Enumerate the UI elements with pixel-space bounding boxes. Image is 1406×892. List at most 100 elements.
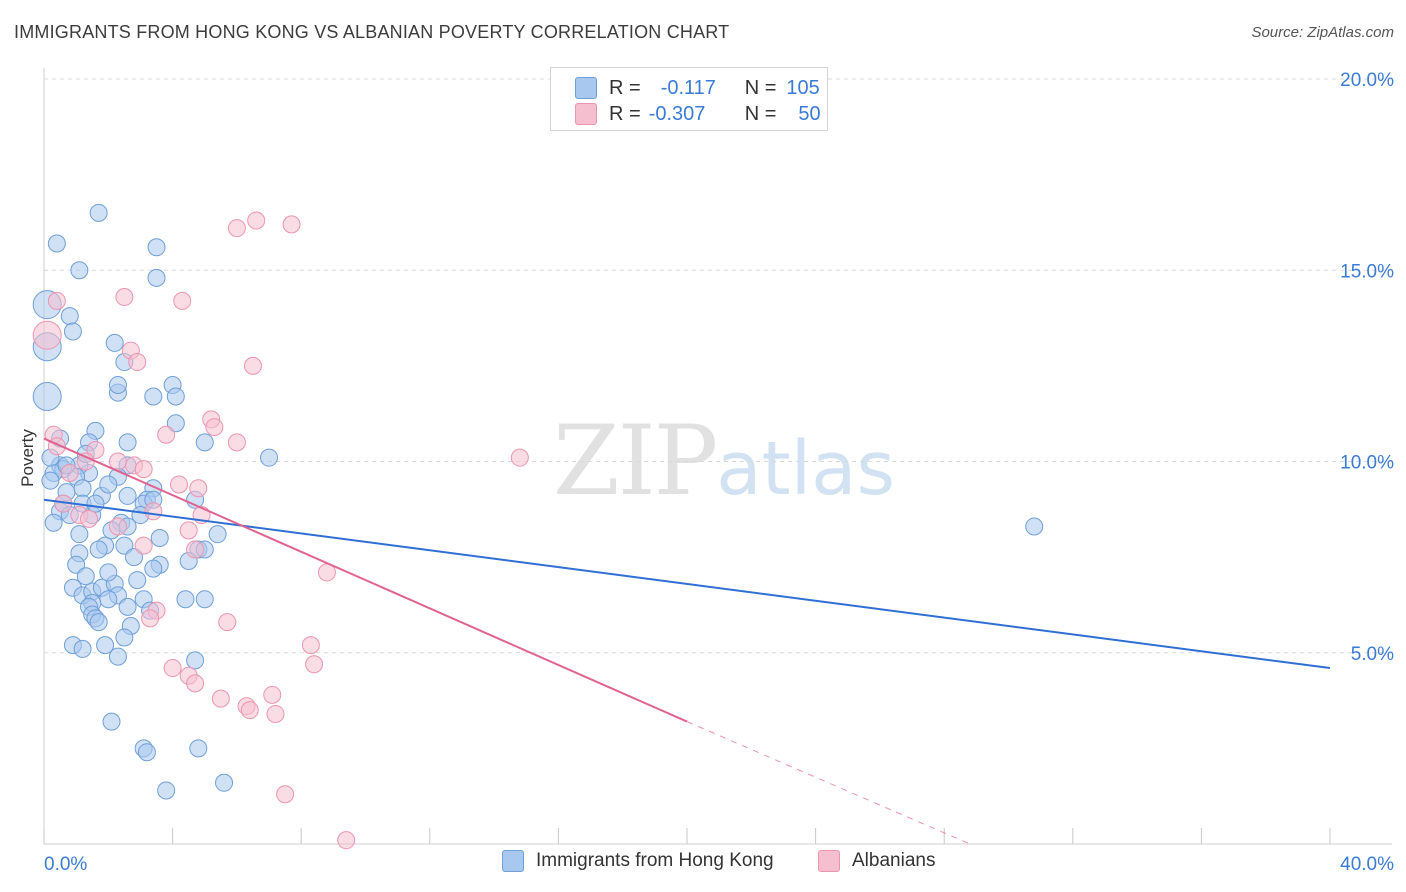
hong-kong-point <box>118 597 137 616</box>
albanians-point <box>189 479 208 498</box>
hong-kong-point <box>176 590 195 609</box>
legend-n-label: N = <box>744 76 777 99</box>
hong-kong-point <box>115 536 134 555</box>
hong-kong-point <box>70 261 89 280</box>
bottom-legend-swatch-blue <box>502 850 524 872</box>
hong-kong-point <box>47 234 66 253</box>
albanians-point <box>115 288 134 307</box>
albanians-point <box>163 659 182 678</box>
hong-kong-point <box>215 773 234 792</box>
hong-kong-point <box>1025 517 1044 536</box>
hong-kong-point <box>195 433 214 452</box>
chart-title: IMMIGRANTS FROM HONG KONG VS ALBANIAN PO… <box>14 22 730 42</box>
bottom-legend-swatch-pink <box>818 850 840 872</box>
hong-kong-point <box>96 636 115 655</box>
albanians-point <box>128 353 147 372</box>
y-axis-label: Poverty <box>18 429 37 487</box>
hong-kong-point <box>108 647 127 666</box>
legend-n-value: 105 <box>786 76 820 99</box>
albanians-point <box>276 785 295 804</box>
hong-kong-point <box>150 529 169 547</box>
hong-kong-point <box>118 433 137 452</box>
hong-kong-point <box>89 540 108 559</box>
albanians-point <box>47 291 66 310</box>
hong-kong-point <box>60 307 79 326</box>
hong-kong-point <box>63 322 82 341</box>
albanians-point <box>227 219 246 238</box>
legend-swatch-blue <box>575 77 597 99</box>
hong-kong-point <box>86 494 105 513</box>
albanians-point <box>205 418 224 437</box>
hong-kong-point <box>195 590 214 609</box>
hong-kong-point <box>166 414 185 433</box>
albanians-trend-line <box>43 437 688 723</box>
albanians-point <box>240 701 259 720</box>
hong-kong-point <box>99 563 118 582</box>
albanians-point <box>218 613 237 632</box>
hong-kong-point <box>147 238 166 257</box>
hong-kong-point <box>76 567 95 586</box>
hong-kong-point <box>99 475 118 494</box>
albanians-point <box>179 521 198 540</box>
legend-r-label: R = <box>609 102 641 125</box>
legend-row-hong-kong: R = -0.117 N = 105 <box>575 76 820 100</box>
legend-row-albanians: R = -0.307 N = 50 <box>575 102 821 126</box>
albanians-point <box>86 441 105 460</box>
albanians-point <box>337 831 356 850</box>
hong-kong-point <box>128 571 147 590</box>
albanians-point <box>76 452 95 471</box>
hong-kong-point <box>41 471 60 490</box>
hong-kong-point <box>105 333 124 352</box>
hong-kong-point <box>73 479 92 498</box>
hong-kong-point <box>125 548 144 567</box>
bottom-legend-albanians: Albanians <box>818 850 935 872</box>
hong-kong-point <box>89 203 108 222</box>
y-tick-label: 5.0% <box>1351 644 1394 665</box>
legend-r-value: -0.117 <box>660 76 716 99</box>
albanians-point <box>186 674 205 693</box>
legend-r-label: R = <box>609 76 641 99</box>
hong-kong-point <box>115 628 134 647</box>
hong-kong-point <box>118 486 137 505</box>
hong-kong-trend-line <box>43 498 1331 670</box>
albanians-point <box>80 509 99 528</box>
stats-legend: R = -0.117 N = 105 R = -0.307 N = 50 <box>550 67 828 131</box>
albanians-point <box>170 475 189 494</box>
hong-kong-point <box>260 448 279 467</box>
albanians-point <box>305 655 324 674</box>
albanians-trend-extension <box>686 721 971 845</box>
hong-kong-point <box>144 559 163 578</box>
albanians-point <box>60 463 79 482</box>
albanians-point <box>32 320 62 350</box>
source-label: Source: ZipAtlas.com <box>1251 24 1394 41</box>
hong-kong-point <box>99 590 118 609</box>
albanians-point <box>134 460 153 479</box>
hong-kong-point <box>166 387 185 406</box>
legend-swatch-pink <box>575 103 597 125</box>
bottom-legend-label: Immigrants from Hong Kong <box>536 850 774 871</box>
legend-n-value: 50 <box>798 102 821 125</box>
hong-kong-point <box>186 651 205 670</box>
hong-kong-point <box>157 781 176 800</box>
albanians-point <box>144 502 163 521</box>
albanians-point <box>282 215 301 234</box>
albanians-point <box>108 517 127 536</box>
albanians-point <box>301 636 320 655</box>
bottom-legend-label: Albanians <box>852 850 936 871</box>
legend-r-value: -0.307 <box>648 102 706 125</box>
albanians-point <box>157 425 176 444</box>
watermark-atlas: atlas <box>716 426 896 512</box>
y-tick-label: 10.0% <box>1340 453 1394 474</box>
hong-kong-point <box>147 268 166 287</box>
bottom-legend-hong-kong: Immigrants from Hong Kong <box>502 850 774 872</box>
hong-kong-point <box>208 525 227 544</box>
albanians-point <box>247 211 266 230</box>
albanians-point <box>243 356 262 375</box>
hong-kong-point <box>32 381 62 411</box>
albanians-point <box>266 704 285 723</box>
hong-kong-point <box>89 613 108 632</box>
y-tick-label: 15.0% <box>1340 261 1394 282</box>
albanians-point <box>134 536 153 555</box>
x-tick-label: 0.0% <box>44 854 87 875</box>
albanians-point <box>186 540 205 559</box>
